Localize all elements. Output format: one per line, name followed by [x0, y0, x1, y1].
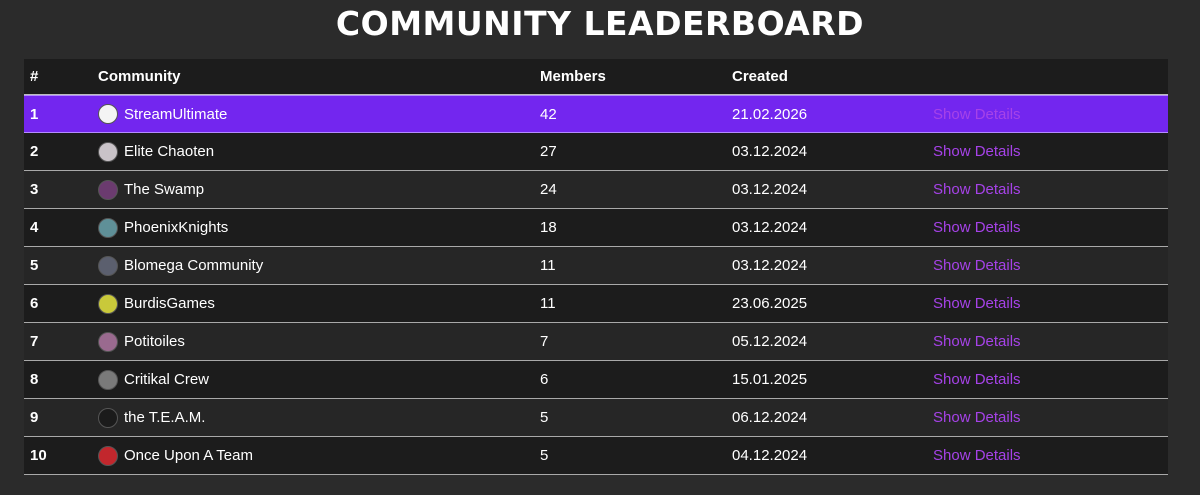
- community-name: Potitoiles: [124, 333, 185, 350]
- show-details-link[interactable]: Show Details: [933, 105, 1021, 123]
- members-cell: 5: [540, 447, 549, 464]
- community-avatar-icon: [98, 104, 118, 124]
- header-rank: #: [30, 68, 39, 85]
- table-row: 6 BurdisGames 11 23.06.2025 Show Details: [24, 285, 1168, 323]
- show-details-link[interactable]: Show Details: [933, 143, 1021, 160]
- table-row: 9 the T.E.A.M. 5 06.12.2024 Show Details: [24, 399, 1168, 437]
- table-header: # Community Members Created: [24, 59, 1168, 95]
- community-avatar-icon: [98, 255, 118, 276]
- show-details-link[interactable]: Show Details: [933, 295, 1021, 312]
- rank-cell: 10: [30, 447, 47, 464]
- created-cell: 05.12.2024: [732, 333, 808, 350]
- table-row: 5 Blomega Community 11 03.12.2024 Show D…: [24, 247, 1168, 285]
- rank-cell: 8: [30, 371, 39, 388]
- community-cell: Critikal Crew: [98, 361, 209, 398]
- rank-cell: 6: [30, 295, 39, 312]
- community-cell: Blomega Community: [98, 247, 263, 284]
- rank-cell: 5: [30, 257, 39, 274]
- community-avatar-icon: [98, 331, 118, 352]
- community-cell: PhoenixKnights: [98, 209, 228, 246]
- created-cell: 03.12.2024: [732, 219, 808, 236]
- community-name: Critikal Crew: [124, 371, 210, 388]
- details-cell: Show Details: [933, 399, 1021, 436]
- table-row: 10 Once Upon A Team 5 04.12.2024 Show De…: [24, 437, 1168, 475]
- community-avatar-icon: [98, 445, 118, 466]
- created-cell: 06.12.2024: [732, 409, 808, 426]
- details-cell: Show Details: [933, 247, 1021, 284]
- table-row: 8 Critikal Crew 6 15.01.2025 Show Detail…: [24, 361, 1168, 399]
- community-cell: StreamUltimate: [98, 96, 227, 132]
- details-cell: Show Details: [933, 437, 1021, 474]
- show-details-link[interactable]: Show Details: [933, 333, 1021, 350]
- members-cell: 6: [540, 371, 549, 388]
- community-name: The Swamp: [124, 181, 205, 198]
- created-cell: 15.01.2025: [732, 371, 808, 388]
- community-name: BurdisGames: [124, 295, 215, 312]
- rank-cell: 7: [30, 333, 39, 350]
- leaderboard-table: # Community Members Created 1 StreamUlti…: [24, 59, 1168, 475]
- details-cell: Show Details: [933, 209, 1021, 246]
- members-cell: 18: [540, 219, 557, 236]
- community-cell: The Swamp: [98, 171, 204, 208]
- community-cell: BurdisGames: [98, 285, 215, 322]
- details-cell: Show Details: [933, 323, 1021, 360]
- community-avatar-icon: [98, 141, 118, 162]
- community-name: Blomega Community: [124, 257, 264, 274]
- details-cell: Show Details: [933, 133, 1021, 170]
- details-cell: Show Details: [933, 361, 1021, 398]
- header-members: Members: [540, 68, 606, 85]
- show-details-link[interactable]: Show Details: [933, 219, 1021, 236]
- community-name: PhoenixKnights: [124, 219, 229, 236]
- created-cell: 21.02.2026: [732, 105, 808, 123]
- show-details-link[interactable]: Show Details: [933, 371, 1021, 388]
- created-cell: 03.12.2024: [732, 181, 808, 198]
- members-cell: 24: [540, 181, 557, 198]
- community-name: the T.E.A.M.: [124, 409, 206, 426]
- members-cell: 5: [540, 409, 549, 426]
- page-title: COMMUNITY LEADERBOARD: [335, 4, 865, 43]
- created-cell: 03.12.2024: [732, 143, 808, 160]
- header-community: Community: [98, 68, 181, 85]
- members-cell: 27: [540, 143, 557, 160]
- members-cell: 7: [540, 333, 549, 350]
- show-details-link[interactable]: Show Details: [933, 257, 1021, 274]
- members-cell: 11: [540, 257, 556, 274]
- show-details-link[interactable]: Show Details: [933, 181, 1021, 198]
- show-details-link[interactable]: Show Details: [933, 409, 1021, 426]
- header-created: Created: [732, 68, 788, 85]
- members-cell: 42: [540, 105, 557, 123]
- community-avatar-icon: [98, 293, 118, 314]
- details-cell: Show Details: [933, 171, 1021, 208]
- community-avatar-icon: [98, 179, 118, 200]
- show-details-link[interactable]: Show Details: [933, 447, 1021, 464]
- details-cell: Show Details: [933, 285, 1021, 322]
- rank-cell: 2: [30, 143, 39, 160]
- community-name: StreamUltimate: [124, 105, 228, 123]
- table-row: 3 The Swamp 24 03.12.2024 Show Details: [24, 171, 1168, 209]
- community-avatar-icon: [98, 369, 118, 390]
- community-avatar-icon: [98, 407, 118, 428]
- rank-cell: 3: [30, 181, 39, 198]
- created-cell: 23.06.2025: [732, 295, 808, 312]
- community-cell: the T.E.A.M.: [98, 399, 205, 436]
- table-row: 7 Potitoiles 7 05.12.2024 Show Details: [24, 323, 1168, 361]
- rank-cell: 4: [30, 219, 39, 236]
- members-cell: 11: [540, 295, 556, 312]
- details-cell: Show Details: [933, 96, 1021, 132]
- table-row: 4 PhoenixKnights 18 03.12.2024 Show Deta…: [24, 209, 1168, 247]
- community-name: Once Upon A Team: [124, 447, 253, 464]
- rank-cell: 9: [30, 409, 39, 426]
- community-cell: Elite Chaoten: [98, 133, 214, 170]
- community-name: Elite Chaoten: [124, 143, 215, 160]
- rank-cell: 1: [30, 105, 39, 123]
- created-cell: 03.12.2024: [732, 257, 808, 274]
- table-row: 2 Elite Chaoten 27 03.12.2024 Show Detai…: [24, 133, 1168, 171]
- created-cell: 04.12.2024: [732, 447, 808, 464]
- community-cell: Once Upon A Team: [98, 437, 253, 474]
- community-avatar-icon: [98, 217, 118, 238]
- community-cell: Potitoiles: [98, 323, 185, 360]
- table-row: 1 StreamUltimate 42 21.02.2026 Show Deta…: [24, 95, 1168, 133]
